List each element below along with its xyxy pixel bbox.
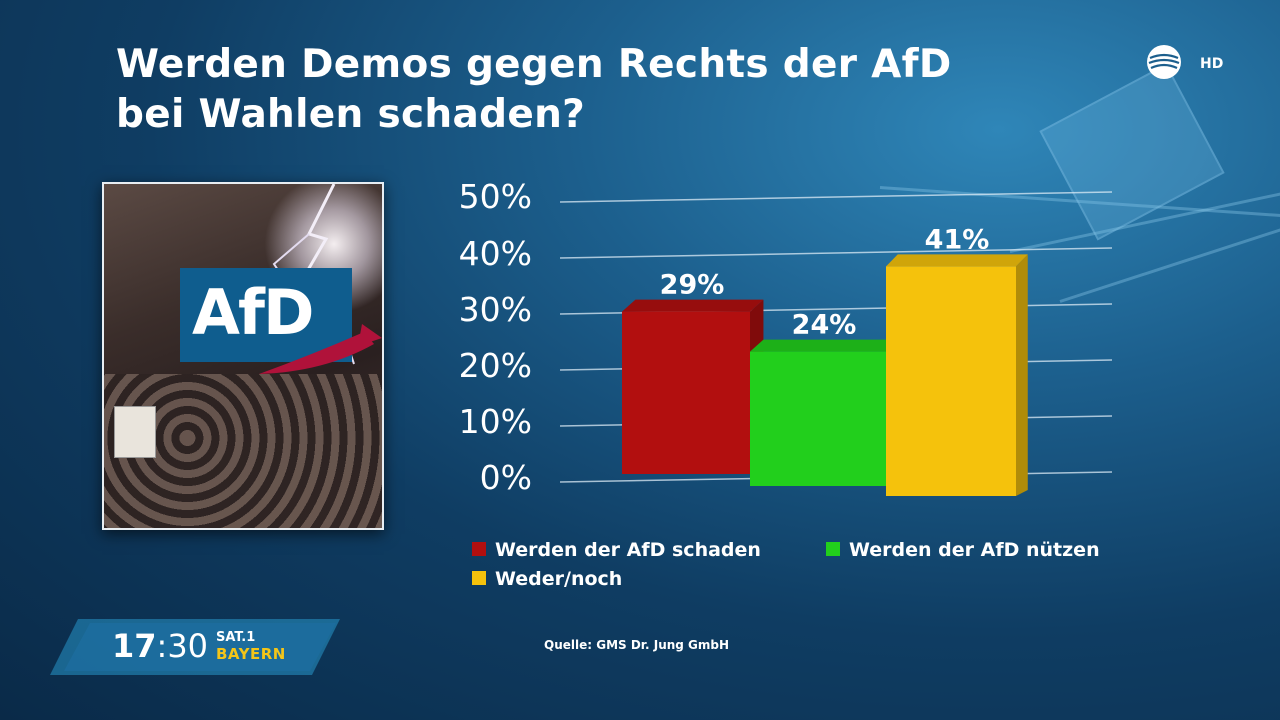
bar-top: [750, 339, 900, 352]
clock-hour: 17: [112, 627, 157, 665]
y-tick-label: 50%: [458, 177, 532, 216]
demo-photo: AfD: [102, 182, 384, 530]
afd-logo-text: AfD: [192, 276, 314, 349]
legend-label: Weder/noch: [495, 568, 623, 590]
gridline: [559, 191, 1113, 203]
protest-sign: [114, 406, 156, 458]
afd-logo-box: [180, 268, 352, 362]
legend-label: Werden der AfD nützen: [849, 539, 1100, 561]
legend-item-schaden: Werden der AfD schaden: [472, 539, 761, 561]
title-line-2: bei Wahlen schaden?: [116, 92, 586, 137]
data-label: 41%: [925, 224, 990, 255]
legend-swatch-red: [472, 541, 486, 556]
legend-label: Werden der AfD schaden: [495, 539, 761, 561]
afd-swoosh-icon: [259, 324, 382, 374]
y-tick-label: 10%: [458, 402, 532, 441]
bar-top: [622, 299, 764, 312]
legend-swatch-yellow: [472, 570, 486, 585]
clock-minute: :30: [156, 627, 209, 665]
bar: [622, 311, 750, 474]
y-tick-label: 20%: [458, 346, 532, 385]
hd-badge: HD: [1200, 56, 1224, 72]
y-tick-label: 30%: [458, 290, 532, 329]
source-note: Quelle: GMS Dr. Jung GmbH: [544, 638, 730, 652]
channel-logo-icon: [1147, 45, 1181, 79]
chart-title: Werden Demos gegen Rechts der AfD bei Wa…: [116, 40, 1016, 140]
y-tick-label: 40%: [458, 234, 532, 273]
channel-region: BAYERN: [216, 645, 286, 663]
legend-item-nuetzen: Werden der AfD nützen: [826, 539, 1100, 561]
gridline: [559, 247, 1113, 259]
bar: [750, 351, 886, 486]
channel-name: SAT.1: [216, 630, 256, 645]
data-label: 29%: [660, 270, 725, 301]
legend-item-weder: Weder/noch: [472, 568, 622, 590]
legend-swatch-green: [826, 541, 840, 556]
clock-bar: [50, 619, 340, 675]
clock-display: 17:30: [112, 627, 208, 665]
y-tick-label: 0%: [479, 458, 532, 497]
bar: [886, 266, 1016, 496]
data-label: 24%: [792, 310, 857, 341]
bar-side: [1016, 254, 1028, 496]
title-line-1: Werden Demos gegen Rechts der AfD: [116, 42, 952, 87]
bar-top: [886, 254, 1028, 267]
